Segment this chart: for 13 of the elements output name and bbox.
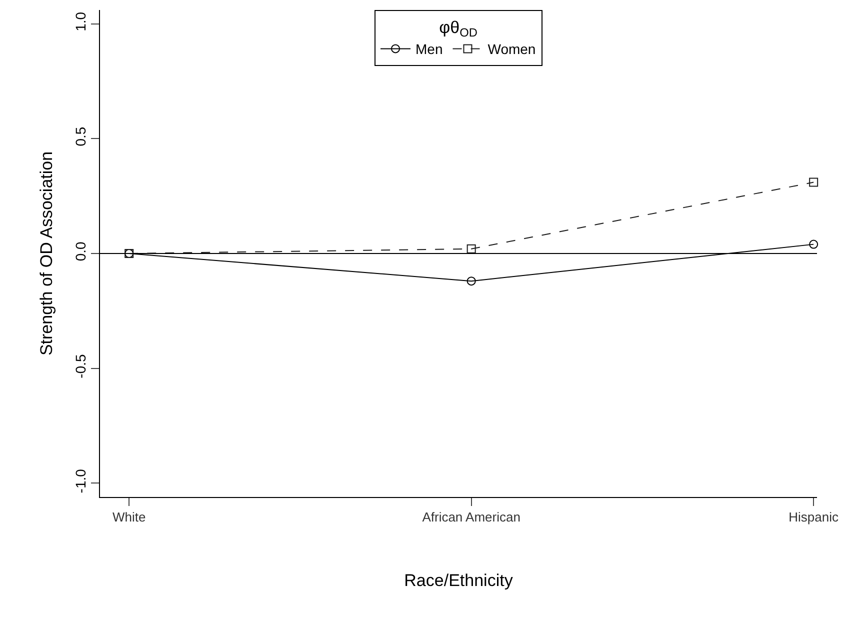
x-tick-label: Hispanic (788, 510, 840, 525)
legend-label: Women (488, 41, 536, 58)
x-tick-label: African American (422, 510, 520, 525)
legend-label: Men (416, 41, 443, 58)
y-tick-label: 0.5 (72, 126, 88, 146)
y-tick-label: 1.0 (72, 12, 88, 32)
y-tick-label: 0.0 (72, 241, 88, 262)
x-axis-title: Race/Ethnicity (404, 571, 514, 590)
y-tick-label: -0.5 (72, 354, 88, 378)
legend-title: φθ$_{OD}$ (439, 18, 478, 40)
x-tick-label: White (112, 510, 146, 525)
y-axis-title: Strength of OD Association (36, 151, 56, 356)
y-tick-label: -1.0 (72, 468, 88, 494)
